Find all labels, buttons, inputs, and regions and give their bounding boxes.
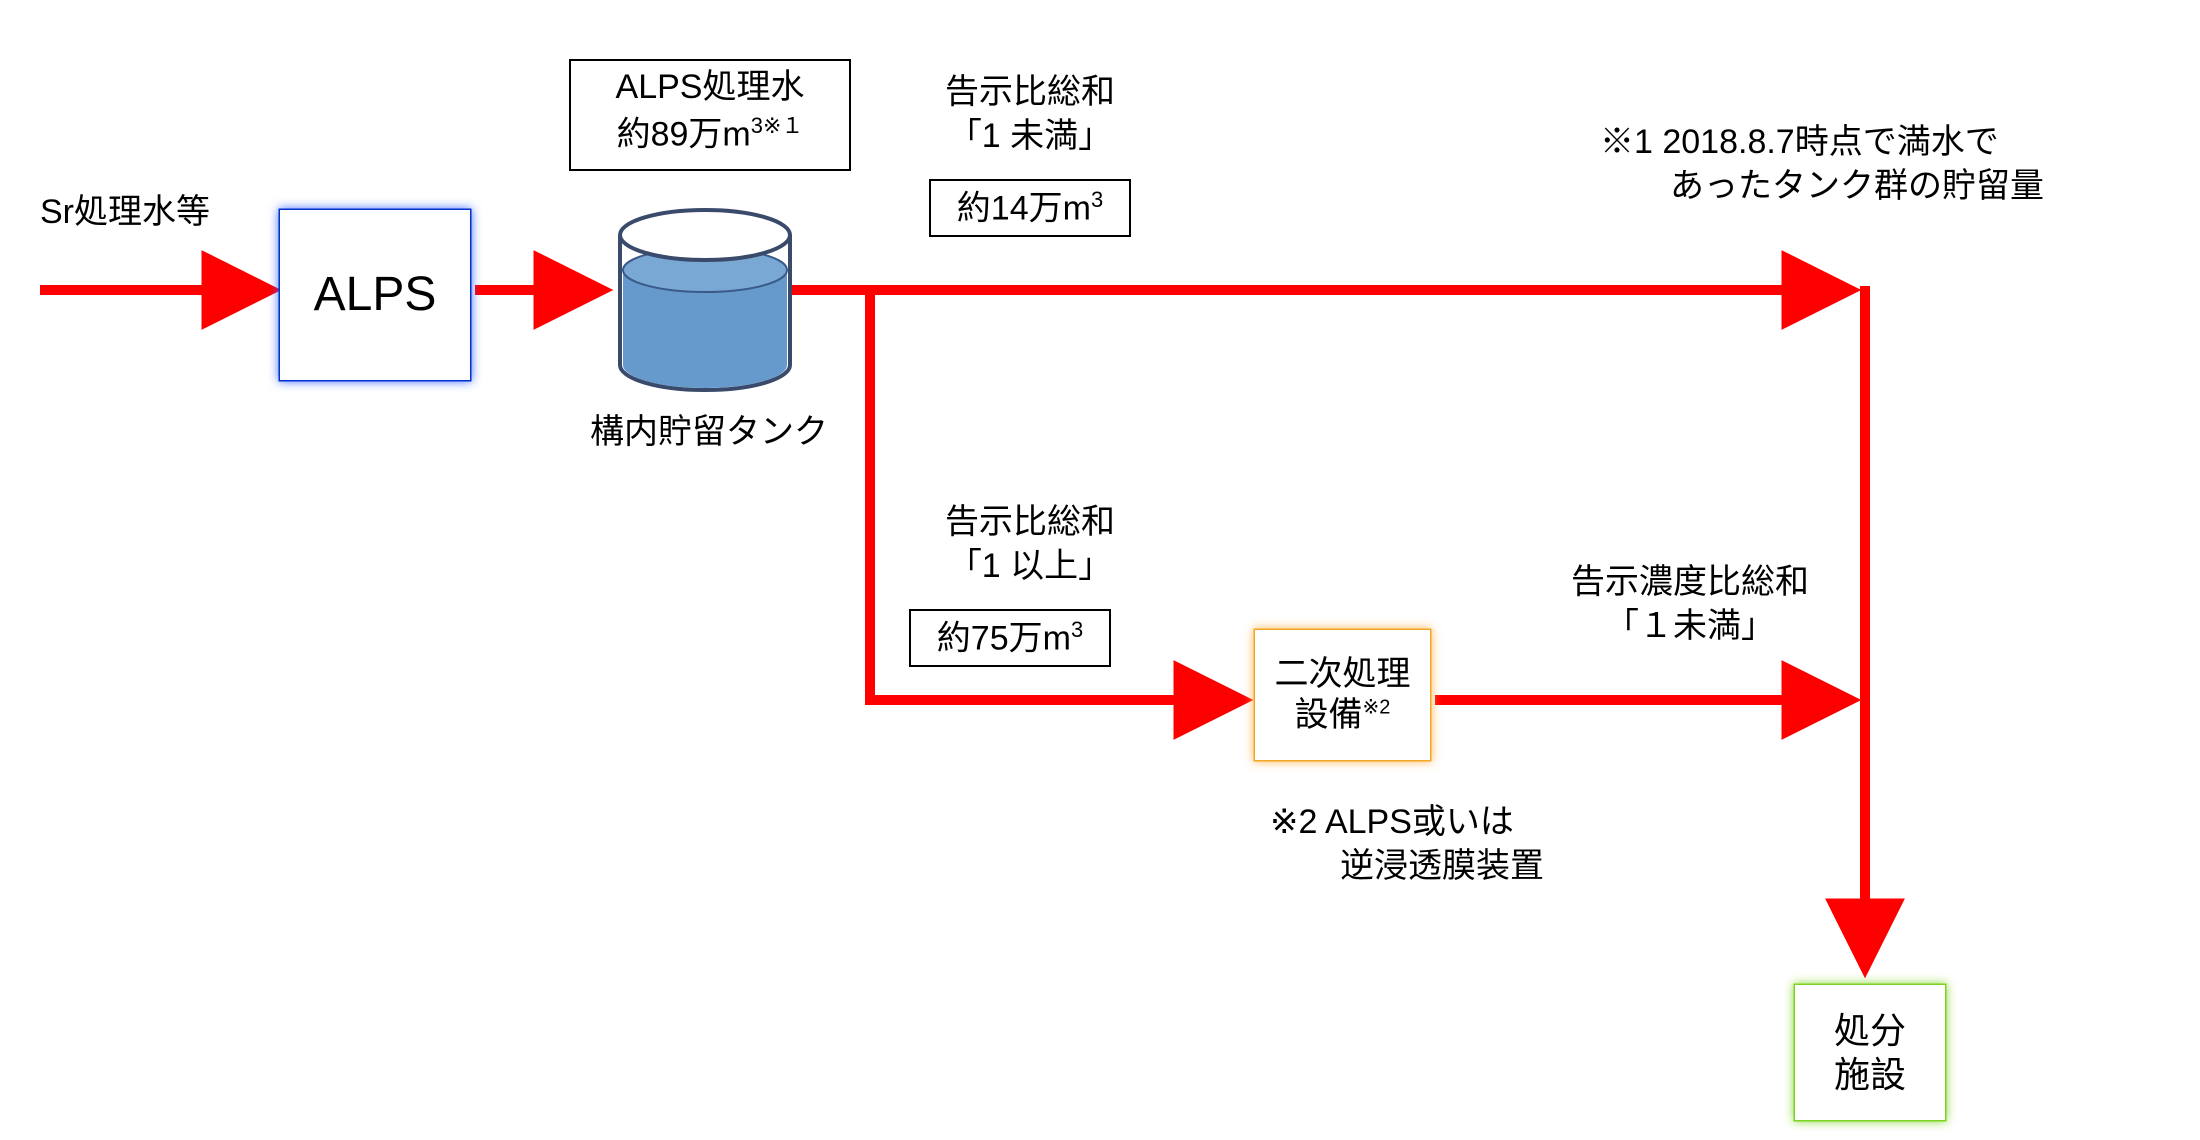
second-box-label: 二次処理 設備※2 — [1255, 630, 1430, 760]
dispose-box-label: 処分 施設 — [1795, 985, 1945, 1120]
lower-header: 告示比総和 「1 以上」 — [920, 500, 1140, 588]
lower-amount: 約75万m3 — [910, 616, 1110, 661]
tank-title: ALPS処理水 — [570, 65, 850, 109]
input-label: Sr処理水等 — [40, 190, 210, 234]
tank-icon — [620, 210, 790, 390]
right-header: 告示濃度比総和 「１未満」 — [1560, 560, 1820, 648]
alps-box-label: ALPS — [280, 210, 470, 380]
note1: ※1 2018.8.7時点で満水で あったタンク群の貯留量 — [1600, 120, 2044, 208]
tank-caption: 構内貯留タンク — [590, 410, 828, 454]
upper-amount: 約14万m3 — [930, 186, 1130, 231]
tank-amount: 約89万m3※１ — [570, 112, 850, 157]
upper-header: 告示比総和 「1 未満」 — [920, 70, 1140, 158]
note2: ※2 ALPS或いは 逆浸透膜装置 — [1270, 800, 1544, 888]
